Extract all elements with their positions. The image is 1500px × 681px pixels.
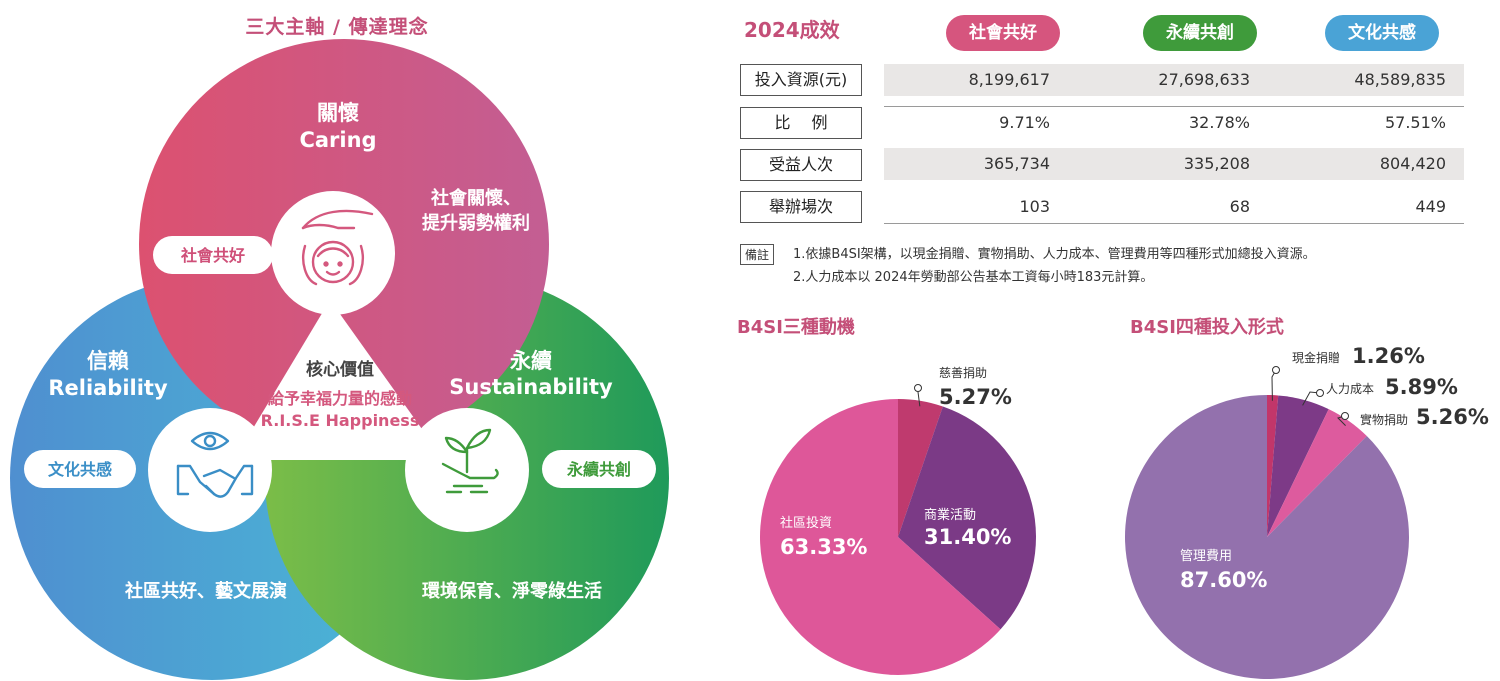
- row-bg-1: [884, 64, 1464, 96]
- pie-title-input: B4SI四種投入形式: [1130, 317, 1284, 338]
- pie-leader-dot-2: [1341, 412, 1349, 420]
- pie-label-value-3: 87.60%: [1180, 568, 1267, 592]
- care-hand-icon: [301, 209, 374, 286]
- pie-label-name-0: 慈善捐助: [939, 365, 987, 380]
- pie-label-name-1: 商業活動: [924, 507, 976, 523]
- sustainability-title: 永續: [509, 349, 552, 373]
- column-pill-culture: 文化共感: [1325, 15, 1439, 51]
- venn-title: 三大主軸 / 傳達理念: [245, 16, 429, 38]
- handshake-eye-icon: [176, 431, 254, 498]
- sprout-hand-icon: [441, 428, 499, 494]
- reliability-title: 信賴: [87, 349, 129, 373]
- pie-label-name-0: 現金捐贈: [1292, 350, 1340, 365]
- row-divider: [884, 106, 1464, 107]
- pie-slice-1: [1267, 395, 1329, 537]
- pie-slice-1: [898, 406, 1036, 630]
- pie-slice-3: [1125, 395, 1409, 679]
- table-cell: 48,589,835: [1354, 70, 1446, 89]
- core-line-2: R.I.S.E Happiness: [261, 411, 420, 430]
- pie-motivation: 慈善捐助 5.27% 商業活動 31.40% 社區投資 63.33%: [760, 365, 1036, 675]
- core-label: 核心價值: [306, 359, 374, 380]
- pie-label-value-1: 5.89%: [1385, 375, 1458, 399]
- reliability-title-en: Reliability: [48, 376, 168, 400]
- note-label: 備註: [740, 244, 775, 265]
- reliability-icon-disc: [148, 408, 272, 532]
- tag-sustainability-bg: [542, 450, 656, 488]
- tag-caring-bg: [153, 236, 273, 274]
- row-label: 比 例: [740, 107, 862, 139]
- caring-desc-1: 社會關懷、: [431, 187, 521, 209]
- table-cell: 365,734: [983, 154, 1050, 173]
- pie-label-name-2: 實物捐助: [1360, 412, 1408, 427]
- column-pill-social: 社會共好: [946, 15, 1060, 51]
- tag-sustainability: 永續共創: [566, 460, 631, 479]
- table-cell: 68: [1229, 197, 1250, 216]
- pie-slice-0: [1267, 395, 1279, 537]
- pie-label-name-2: 社區投資: [780, 515, 832, 531]
- table-cell: 27,698,633: [1158, 70, 1250, 89]
- pie-label-value-0: 5.27%: [939, 385, 1012, 409]
- tag-reliability: 文化共感: [48, 460, 112, 479]
- caring-icon-disc: [271, 191, 395, 315]
- pie-label-value-2: 5.26%: [1416, 405, 1489, 429]
- core-triangle: [234, 300, 444, 460]
- pie-title-motivation: B4SI三種動機: [737, 317, 855, 338]
- table-cell: 449: [1415, 197, 1446, 216]
- table-cell: 9.71%: [999, 113, 1050, 132]
- pie-slice-2: [1267, 409, 1367, 537]
- row-label: 投入資源(元): [740, 64, 862, 96]
- pie-leader-dot-1: [1316, 389, 1324, 397]
- note-line-2: 2.人力成本以 2024年勞動部公告基本工資每小時183元計算。: [793, 270, 1154, 285]
- tag-caring: 社會共好: [180, 246, 245, 265]
- row-bg-3: [884, 148, 1464, 180]
- pie-input-form: 現金捐贈 1.26% 人力成本 5.89% 實物捐助 5.26% 管理費用 87.60%: [1125, 344, 1489, 679]
- results-title: 2024成效: [744, 18, 840, 42]
- row-label: 舉辦場次: [740, 191, 862, 223]
- table-cell: 32.78%: [1188, 113, 1250, 132]
- table-cell: 335,208: [1183, 154, 1250, 173]
- reliability-desc: 社區共好、藝文展演: [125, 580, 287, 602]
- tag-reliability-bg: [24, 450, 136, 488]
- sustainability-title-en: Sustainability: [449, 375, 613, 399]
- row-bg-4: [884, 191, 1464, 223]
- note-line-1: 1.依據B4SI架構，以現金捐贈、實物捐助、人力成本、管理費用等四種形式加總投入…: [793, 247, 1316, 262]
- caring-title-en: Caring: [299, 128, 376, 152]
- pie-label-value-1: 31.40%: [924, 525, 1011, 549]
- table-cell: 57.51%: [1384, 113, 1446, 132]
- pie-label-name-3: 管理費用: [1180, 549, 1232, 564]
- row-label: 受益人次: [740, 149, 862, 181]
- venn-diagram: 關懷 Caring 社會關懷、 提升弱勢權利 社會共好 信賴 Reliabili…: [10, 39, 669, 680]
- pie-label-value-0: 1.26%: [1352, 344, 1425, 368]
- table-cell: 804,420: [1379, 154, 1446, 173]
- caring-desc-2: 提升弱勢權利: [422, 212, 530, 234]
- column-pill-sustain: 永續共創: [1143, 15, 1257, 51]
- pie-charts: 慈善捐助 5.27% 商業活動 31.40% 社區投資 63.33% 現金捐贈 1.26% 人…: [760, 344, 1489, 679]
- pie-label-value-2: 63.33%: [780, 535, 867, 559]
- core-line-1: 給予幸福力量的感動: [268, 389, 412, 408]
- row-divider: [884, 223, 1464, 224]
- caring-title: 關懷: [317, 101, 359, 125]
- row-bg-2: [884, 107, 1464, 139]
- pie-label-name-1: 人力成本: [1326, 382, 1374, 396]
- table-cell: 103: [1019, 197, 1050, 216]
- sustainability-desc: 環境保育、淨零綠生活: [422, 580, 602, 602]
- pie-leader-dot-0: [1272, 366, 1280, 374]
- table-cell: 8,199,617: [968, 70, 1050, 89]
- pie-slice-2: [760, 399, 1001, 675]
- pie-slice-0: [898, 399, 943, 537]
- pie-leader-dot-0: [914, 384, 922, 392]
